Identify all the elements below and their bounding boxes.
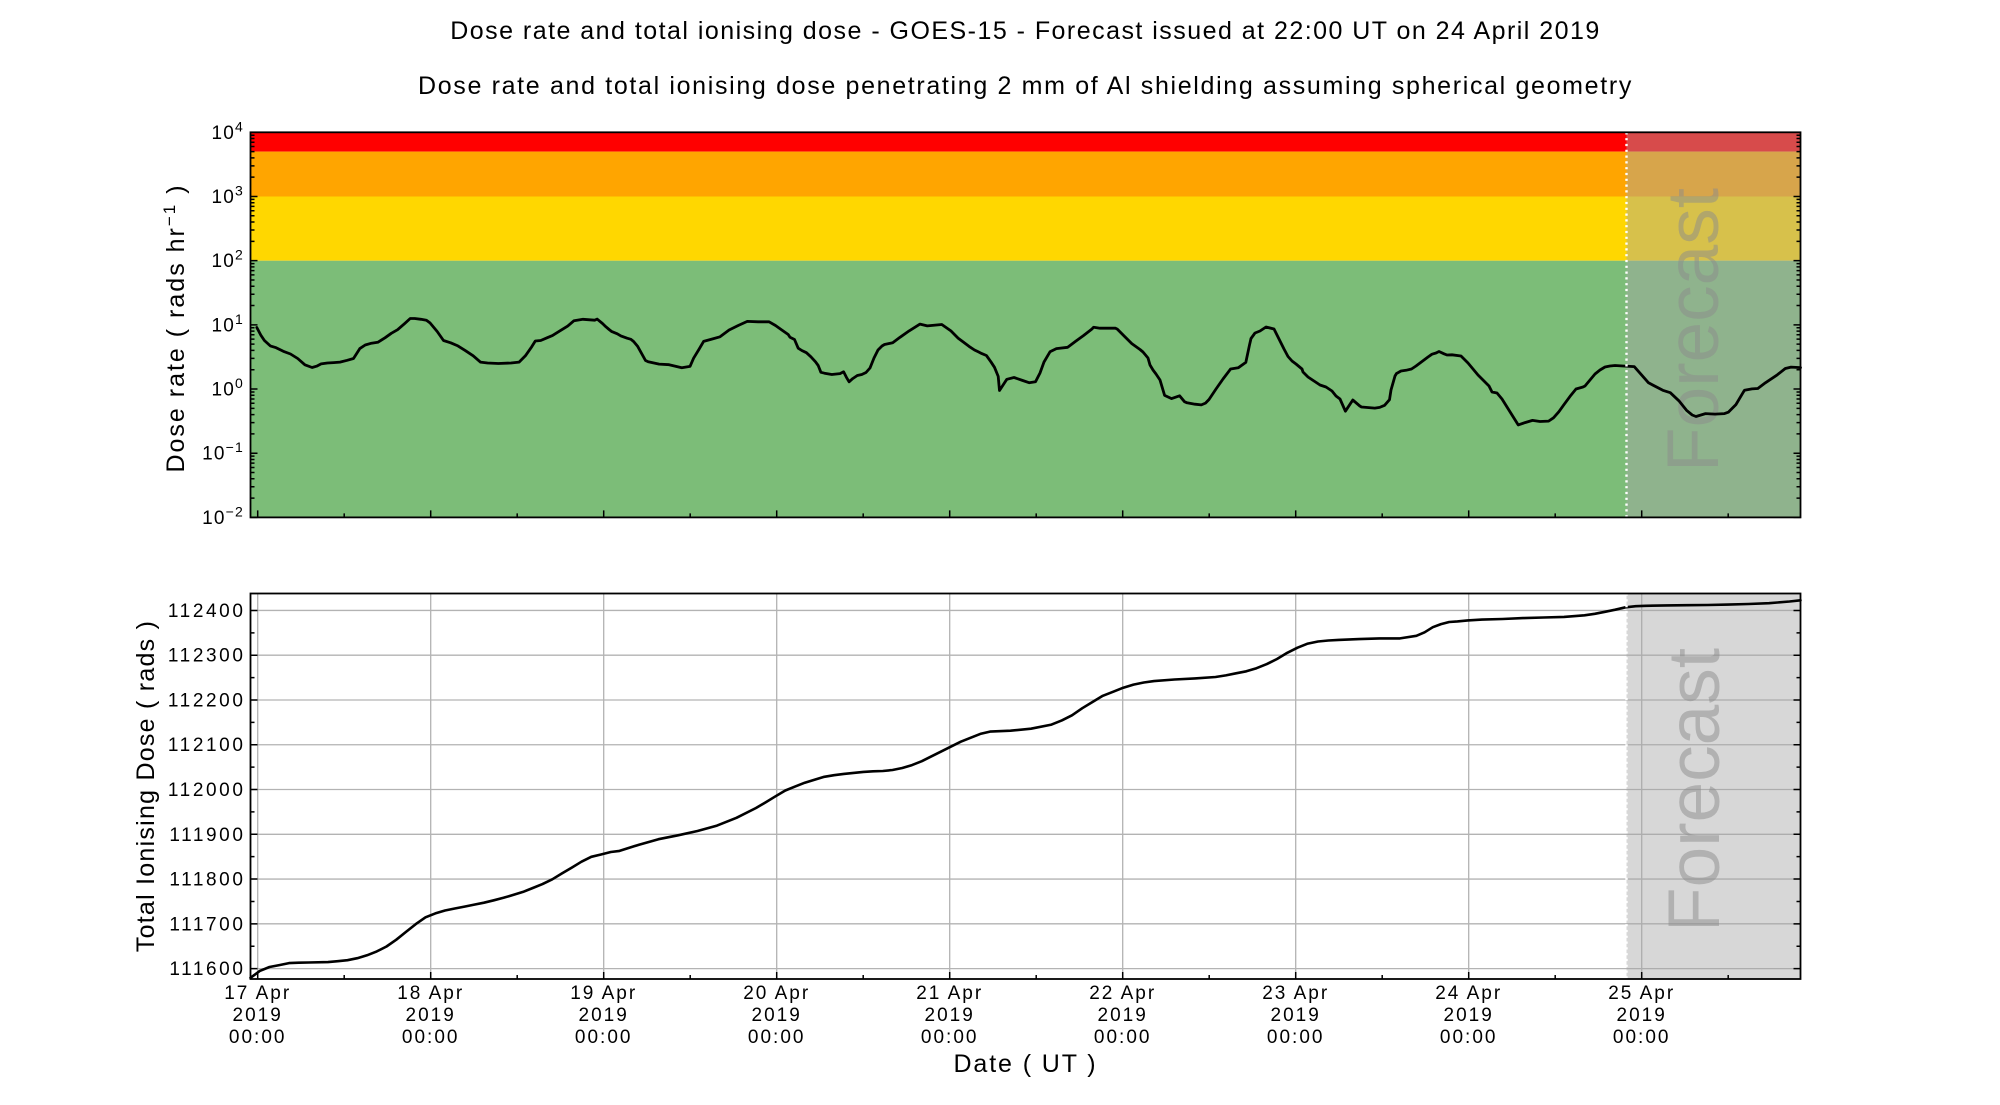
svg-text:25 Apr: 25 Apr xyxy=(1608,983,1675,1004)
svg-text:24 Apr: 24 Apr xyxy=(1435,983,1502,1004)
svg-text:18 Apr: 18 Apr xyxy=(397,983,464,1004)
svg-text:Forecast: Forecast xyxy=(1653,188,1734,472)
svg-text:10−2: 10−2 xyxy=(202,503,244,529)
svg-text:112400: 112400 xyxy=(168,601,246,622)
svg-text:20 Apr: 20 Apr xyxy=(743,983,810,1004)
svg-text:Dose rate and total ionising d: Dose rate and total ionising dose penetr… xyxy=(418,72,1633,100)
svg-text:Total Ionising Dose ( rads ): Total Ionising Dose ( rads ) xyxy=(132,620,160,952)
svg-text:2019: 2019 xyxy=(579,1005,629,1026)
svg-text:112000: 112000 xyxy=(168,780,246,801)
svg-text:102: 102 xyxy=(211,247,244,273)
svg-text:2019: 2019 xyxy=(752,1005,802,1026)
svg-text:2019: 2019 xyxy=(233,1005,283,1026)
svg-text:00:00: 00:00 xyxy=(402,1027,460,1048)
svg-text:00:00: 00:00 xyxy=(1613,1027,1671,1048)
svg-text:2019: 2019 xyxy=(925,1005,975,1026)
svg-text:Dose rate ( rads hr−1 ): Dose rate ( rads hr−1 ) xyxy=(160,183,190,472)
svg-text:00:00: 00:00 xyxy=(921,1027,979,1048)
svg-text:00:00: 00:00 xyxy=(748,1027,806,1048)
svg-text:00:00: 00:00 xyxy=(1094,1027,1152,1048)
svg-text:111600: 111600 xyxy=(169,959,245,980)
svg-text:104: 104 xyxy=(211,118,244,144)
svg-text:Date ( UT ): Date ( UT ) xyxy=(953,1050,1097,1078)
svg-text:21 Apr: 21 Apr xyxy=(916,983,983,1004)
svg-text:2019: 2019 xyxy=(1444,1005,1494,1026)
svg-text:112300: 112300 xyxy=(168,646,246,667)
svg-text:2019: 2019 xyxy=(1617,1005,1667,1026)
svg-text:19 Apr: 19 Apr xyxy=(570,983,637,1004)
svg-text:111800: 111800 xyxy=(169,870,245,891)
svg-text:2019: 2019 xyxy=(406,1005,456,1026)
svg-text:112200: 112200 xyxy=(168,691,246,712)
svg-text:23 Apr: 23 Apr xyxy=(1262,983,1329,1004)
svg-text:17 Apr: 17 Apr xyxy=(224,983,291,1004)
svg-text:00:00: 00:00 xyxy=(1267,1027,1325,1048)
svg-text:103: 103 xyxy=(211,183,244,209)
svg-text:2019: 2019 xyxy=(1098,1005,1148,1026)
svg-text:100: 100 xyxy=(211,375,244,401)
svg-text:101: 101 xyxy=(211,311,244,337)
svg-text:00:00: 00:00 xyxy=(1440,1027,1498,1048)
svg-text:111900: 111900 xyxy=(169,825,245,846)
svg-text:2019: 2019 xyxy=(1271,1005,1321,1026)
svg-text:111700: 111700 xyxy=(169,914,245,935)
svg-text:10−1: 10−1 xyxy=(202,439,244,465)
svg-text:Forecast: Forecast xyxy=(1654,648,1735,932)
svg-text:00:00: 00:00 xyxy=(575,1027,633,1048)
svg-text:22 Apr: 22 Apr xyxy=(1089,983,1156,1004)
svg-text:Dose rate and total ionising d: Dose rate and total ionising dose - GOES… xyxy=(450,17,1600,45)
svg-text:00:00: 00:00 xyxy=(229,1027,287,1048)
svg-text:112100: 112100 xyxy=(168,735,246,756)
